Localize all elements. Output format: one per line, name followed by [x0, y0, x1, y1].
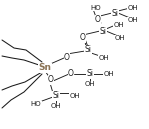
Text: Sn: Sn: [38, 63, 52, 72]
Text: HO: HO: [31, 101, 41, 107]
Text: OH: OH: [114, 22, 124, 28]
Text: O: O: [95, 15, 101, 25]
Text: Si: Si: [87, 70, 94, 79]
Text: Si: Si: [100, 26, 107, 35]
Text: Si: Si: [52, 91, 59, 100]
Text: HO: HO: [91, 5, 101, 11]
Text: O: O: [64, 53, 70, 62]
Text: OH: OH: [104, 71, 114, 77]
Text: Si: Si: [111, 9, 118, 18]
Text: OH: OH: [51, 103, 61, 109]
Text: O: O: [68, 70, 74, 79]
Text: OH: OH: [85, 81, 95, 87]
Text: OH: OH: [115, 35, 125, 41]
Text: OH: OH: [128, 5, 138, 11]
Text: OH: OH: [70, 93, 80, 99]
Text: O: O: [80, 34, 86, 42]
Text: OH: OH: [99, 55, 109, 61]
Text: Si: Si: [84, 46, 91, 54]
Text: OH: OH: [128, 17, 138, 23]
Text: O: O: [48, 75, 54, 84]
